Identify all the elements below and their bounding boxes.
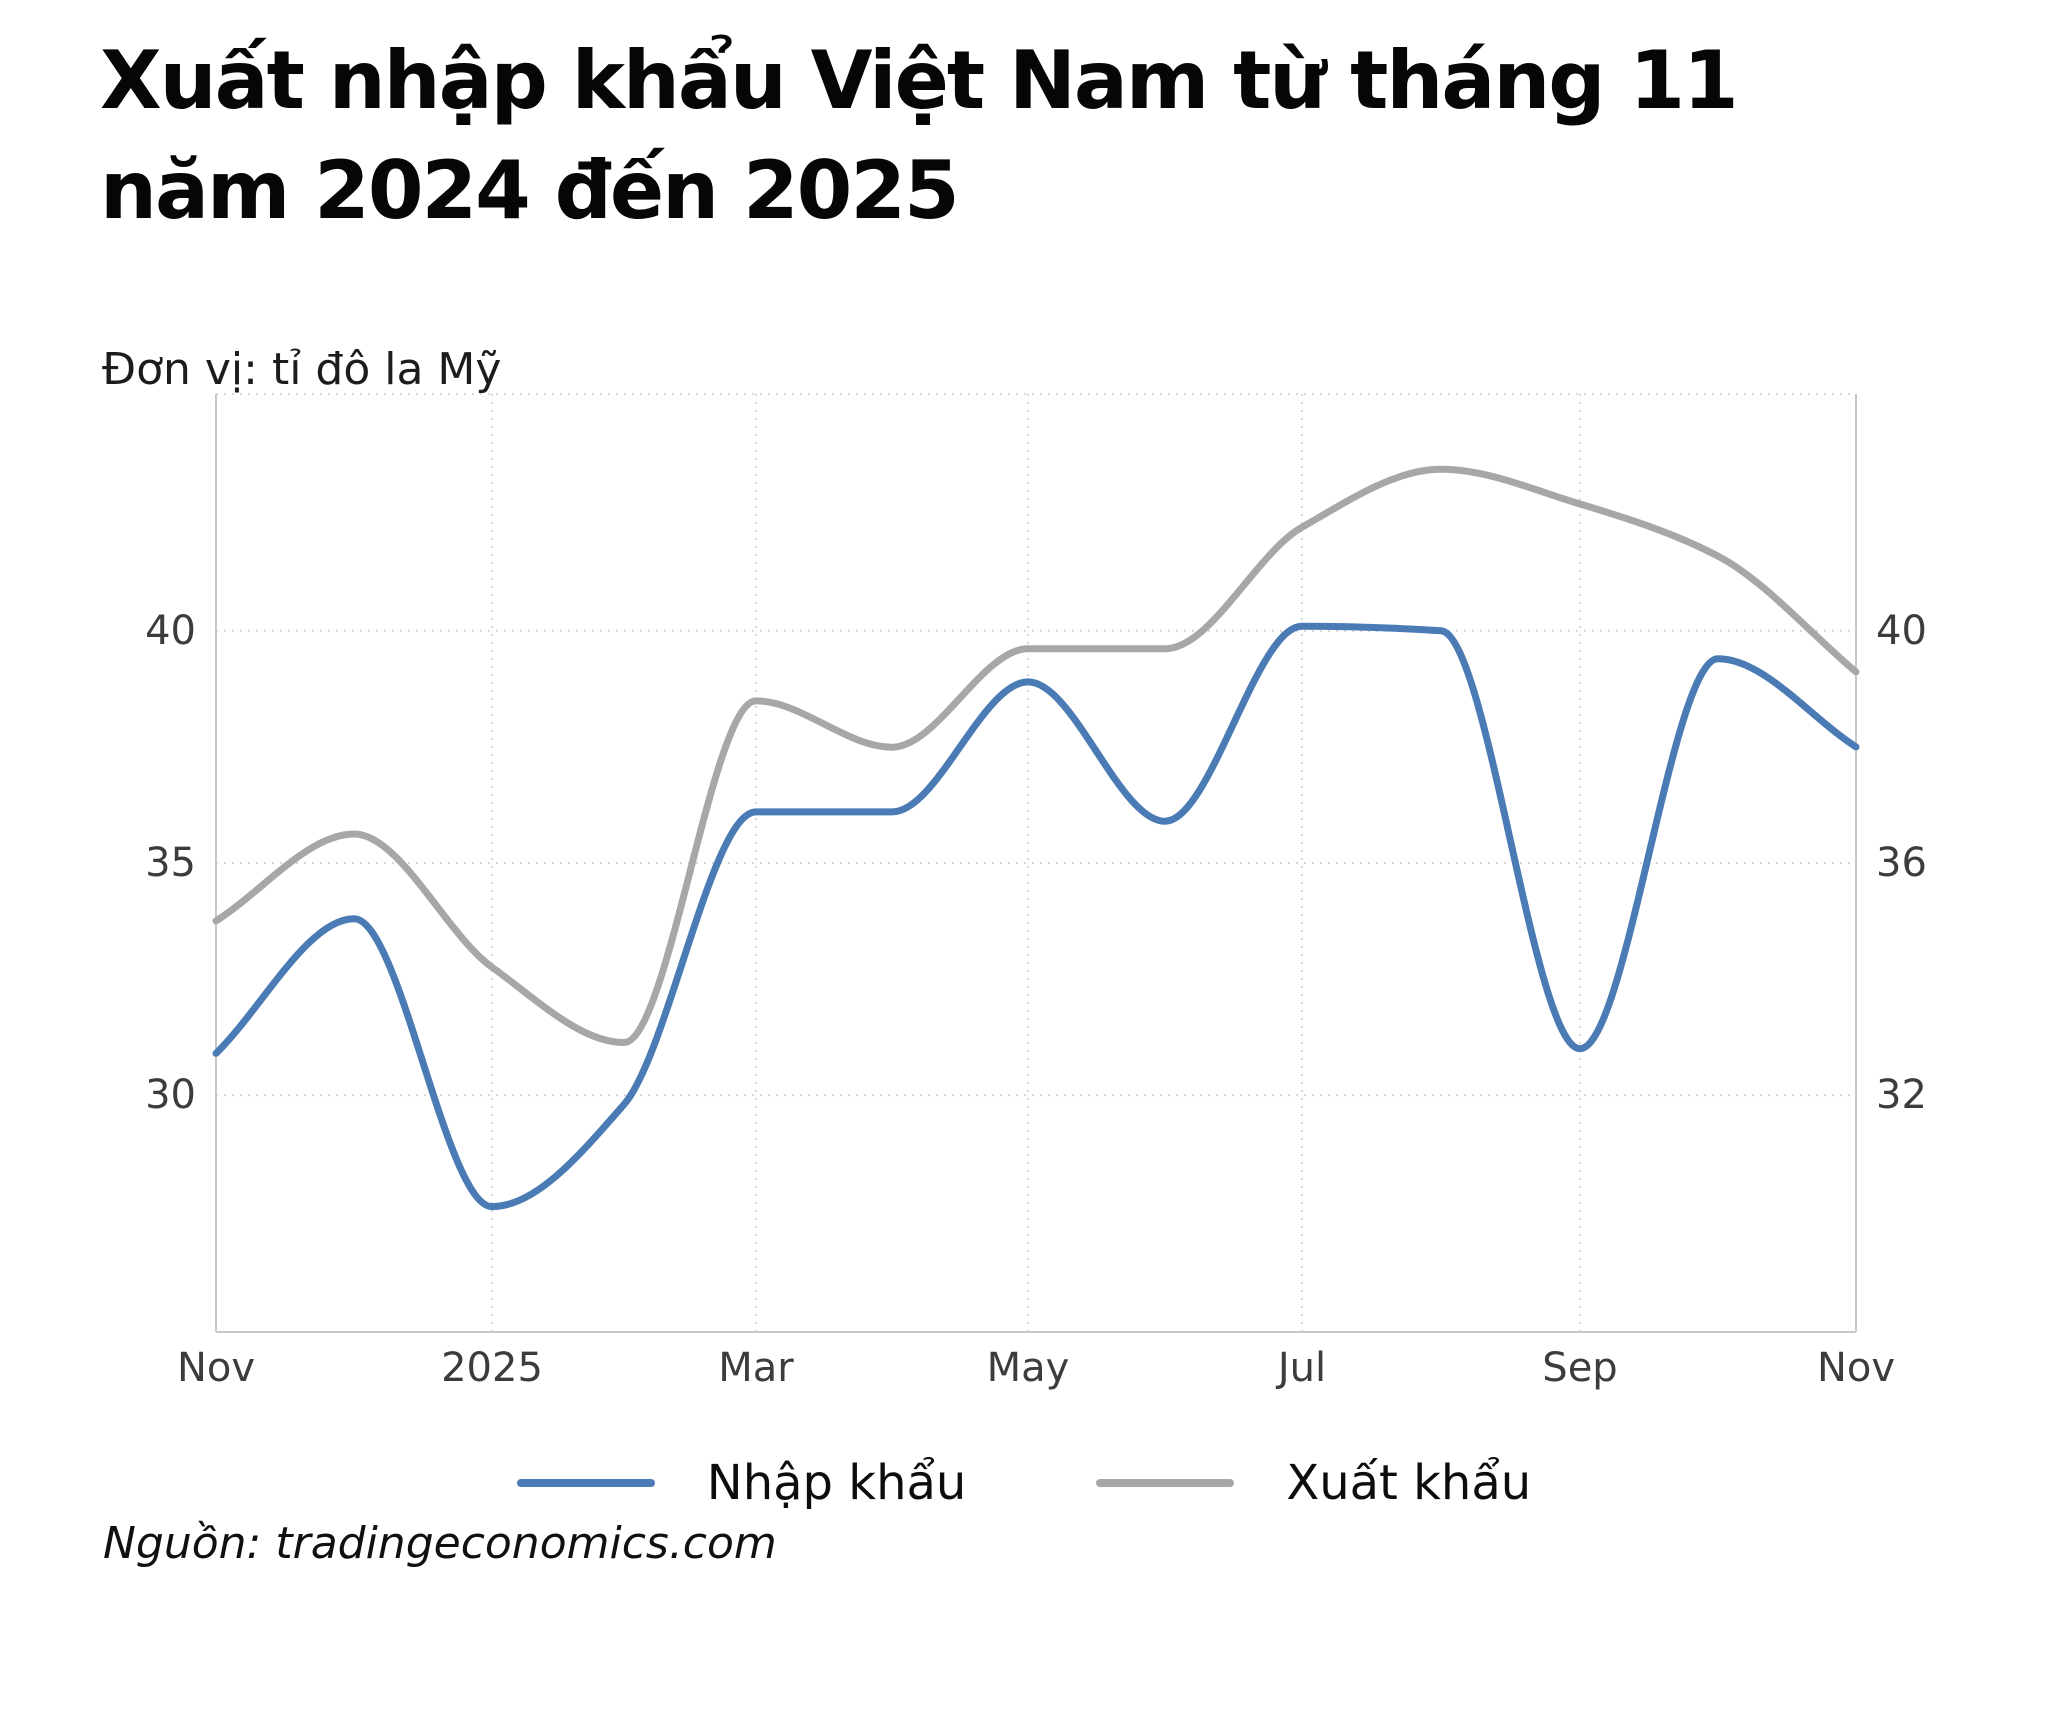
x-axis-tick-mar: Mar <box>718 1345 794 1391</box>
y-axis-right-tick-2: 32 <box>1876 1071 1927 1118</box>
page-title: Xuất nhập khẩu Việt Nam từ tháng 11 năm … <box>100 26 1739 246</box>
legend-item-nhap-khau: Nhập khẩu <box>516 1455 967 1511</box>
legend: Nhập khẩu Xuất khẩu <box>0 1455 2048 1511</box>
legend-label-xuat-khau: Xuất khẩu <box>1286 1455 1532 1511</box>
x-axis-tick-2025: 2025 <box>441 1345 543 1391</box>
x-axis-tick-nov-2025: Nov <box>1816 1345 1896 1391</box>
legend-swatch-xuat-khau <box>1096 1479 1235 1487</box>
y-axis-left-tick-2: 30 <box>145 1072 196 1119</box>
legend-item-xuat-khau: Xuất khẩu <box>1096 1455 1531 1511</box>
x-axis-tick-sep: Sep <box>1542 1345 1618 1391</box>
y-axis-right-tick-1: 36 <box>1876 840 1927 886</box>
series-line-right <box>212 465 1860 1046</box>
legend-label-nhap-khau: Nhập khẩu <box>706 1455 967 1511</box>
legend-swatch-nhap-khau <box>516 1479 655 1487</box>
y-axis-right-tick-0: 40 <box>1876 608 1927 655</box>
series-line-left <box>212 622 1860 1211</box>
source-attribution: Nguồn: tradingeconomics.com <box>103 1518 777 1569</box>
x-axis-tick-nov-2024: Nov <box>176 1345 256 1391</box>
unit-label: Đơn vị: tỉ đô la Mỹ <box>102 344 502 395</box>
y-axis-left-tick-1: 35 <box>145 840 196 886</box>
y-axis-left-tick-0: 40 <box>145 607 196 654</box>
x-axis-tick-may: May <box>986 1345 1070 1391</box>
page-title-line1: Xuất nhập khẩu Việt Nam từ tháng 11 <box>100 34 1739 127</box>
x-axis-tick-jul: Jul <box>1277 1345 1327 1391</box>
page-title-line2: năm 2024 đến 2025 <box>100 144 960 237</box>
